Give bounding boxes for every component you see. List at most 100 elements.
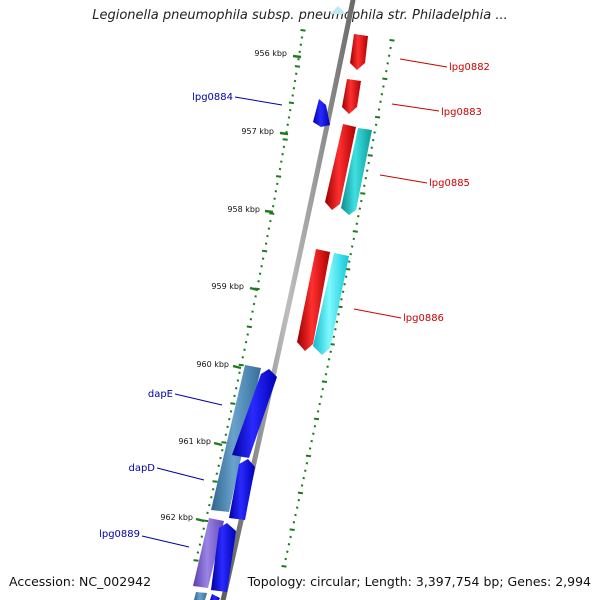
- outer-tick-mark: [297, 491, 304, 495]
- outer-tick-mark: [364, 176, 368, 180]
- inner-tick-mark: [288, 101, 295, 105]
- tick-958-kbp: 958 kbp: [227, 205, 274, 214]
- outer-tick-mark: [313, 425, 317, 428]
- gene-lpg0885[interactable]: [325, 124, 356, 210]
- gene-lpg0884[interactable]: [313, 99, 330, 127]
- tick-label-961: 961 kbp: [178, 437, 211, 446]
- inner-tick-mark: [202, 527, 205, 530]
- inner-tick-mark: [281, 152, 284, 156]
- outer-tick-mark: [352, 230, 358, 233]
- tick-label-957: 957 kbp: [241, 127, 274, 136]
- forward-strand-genes: [297, 34, 372, 355]
- inner-tick-mark: [217, 464, 220, 468]
- outer-tick-mark: [305, 462, 309, 465]
- gene-dapE-alt[interactable]: [211, 365, 261, 512]
- label-lpg0886[interactable]: lpg0886: [403, 313, 444, 324]
- inner-tick-mark: [276, 182, 279, 186]
- gene-lpg0882[interactable]: [350, 34, 368, 70]
- outer-tick-mark: [371, 138, 375, 142]
- inner-tick-mark: [294, 65, 301, 68]
- inner-tick-mark: [275, 175, 282, 178]
- inner-tick-mark: [282, 138, 288, 141]
- inner-tick-mark: [211, 488, 215, 491]
- inner-tick-mark: [208, 503, 211, 507]
- outer-tick-mark: [332, 335, 336, 339]
- outer-tick-mark: [363, 184, 366, 188]
- label-lpg0889[interactable]: lpg0889: [99, 529, 140, 540]
- inner-tick-mark: [251, 310, 254, 313]
- inner-tick-mark: [228, 417, 231, 421]
- outer-tick-mark: [335, 320, 339, 324]
- inner-tick-mark: [266, 234, 269, 238]
- label-lpg0882[interactable]: lpg0882: [449, 62, 490, 73]
- outer-tick-mark: [352, 237, 356, 241]
- label-lpg0885[interactable]: lpg0885: [429, 178, 470, 189]
- outer-tick-mark: [358, 207, 362, 210]
- outer-tick-mark: [385, 69, 388, 73]
- inner-tick-mark: [243, 348, 246, 352]
- outer-tick-mark: [302, 476, 305, 480]
- inner-tick-mark: [298, 50, 301, 54]
- inner-tick-mark: [215, 472, 219, 475]
- label-dapD[interactable]: dapD: [128, 463, 155, 474]
- outer-tick-mark: [360, 192, 366, 195]
- gene-lpg0889-partner[interactable]: [211, 523, 236, 592]
- outer-tick-mark: [316, 410, 320, 413]
- gene-lpg0886-partner[interactable]: [313, 253, 349, 355]
- gene-lpg0889[interactable]: [193, 518, 224, 588]
- outer-tick-mark: [357, 214, 360, 218]
- tick-ring-outer: [281, 39, 395, 568]
- inner-tick-mark: [200, 535, 204, 538]
- outer-tick-mark: [337, 313, 340, 316]
- outer-tick-mark: [379, 100, 382, 104]
- inner-tick-mark: [273, 197, 276, 200]
- gene-bottom-fragment-2[interactable]: [210, 594, 220, 600]
- inner-tick-mark: [210, 495, 213, 499]
- outer-tick-mark: [343, 282, 346, 286]
- inner-tick-mark: [285, 130, 288, 134]
- inner-tick-mark: [282, 145, 286, 149]
- gene-dapE[interactable]: [232, 369, 277, 458]
- outer-tick-mark: [341, 290, 345, 294]
- gene-bottom-fragment[interactable]: [194, 592, 207, 600]
- outer-tick-mark: [321, 387, 325, 391]
- inner-tick-mark: [238, 363, 244, 367]
- outer-tick-mark: [380, 92, 384, 96]
- inner-tick-mark: [246, 333, 249, 336]
- inner-tick-mark: [258, 272, 262, 275]
- inner-tick-mark: [300, 36, 304, 39]
- outer-tick-mark: [304, 469, 307, 472]
- outer-tick-mark: [312, 432, 315, 435]
- inner-tick-mark: [252, 302, 256, 306]
- tick-956-kbp: 956 kbp: [254, 49, 302, 59]
- inner-tick-mark: [260, 264, 263, 268]
- gene-lpg0886[interactable]: [297, 249, 330, 351]
- gene-lpg0883[interactable]: [342, 79, 361, 114]
- label-dapE[interactable]: dapE: [148, 389, 173, 400]
- outer-tick-mark: [292, 521, 296, 524]
- outer-tick-mark: [365, 169, 369, 172]
- label-lpg0883[interactable]: lpg0883: [441, 107, 482, 118]
- gene-lpg0885-partner[interactable]: [341, 128, 372, 215]
- tick-label-956: 956 kbp: [254, 49, 287, 58]
- label-lpg0884[interactable]: lpg0884: [192, 92, 233, 103]
- gene-dapD[interactable]: [229, 459, 255, 520]
- inner-tick-mark: [287, 116, 291, 119]
- inner-tick-mark: [196, 551, 200, 554]
- inner-tick-mark: [206, 511, 209, 515]
- outer-tick-mark: [349, 252, 352, 256]
- inner-tick-mark: [219, 456, 222, 460]
- inner-tick-mark: [264, 242, 268, 245]
- outer-tick-mark: [284, 557, 287, 561]
- inner-tick-mark: [226, 425, 229, 429]
- tick-label-962: 962 kbp: [160, 513, 193, 522]
- outer-tick-mark: [289, 535, 292, 539]
- outer-tick-mark: [318, 402, 321, 406]
- outer-tick-mark: [389, 39, 395, 42]
- outer-tick-mark: [360, 199, 363, 203]
- outer-tick-mark: [370, 146, 373, 149]
- position-ticks: 956 kbp 957 kbp 958 kbp 959 kbp 960 kbp …: [160, 49, 302, 523]
- inner-tick-mark: [236, 379, 240, 382]
- inner-tick-mark: [249, 317, 253, 321]
